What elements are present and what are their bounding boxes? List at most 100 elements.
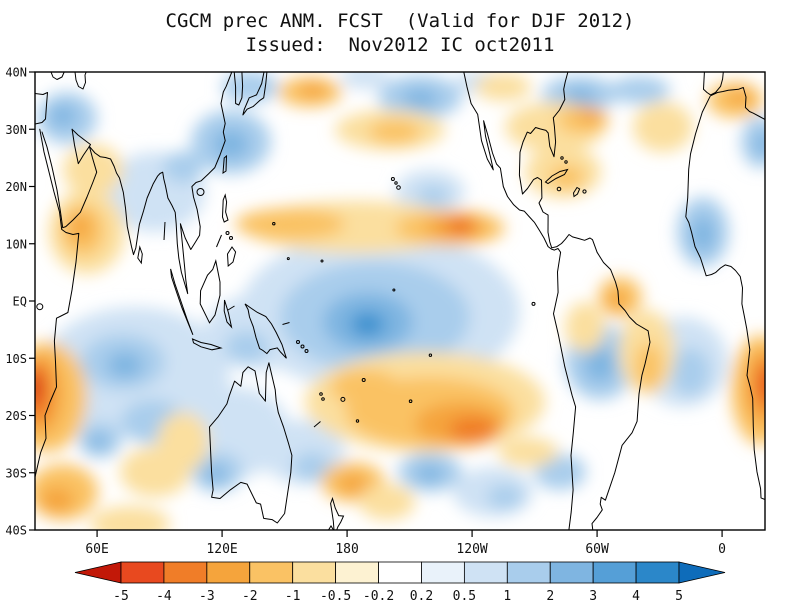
colorbar-segment	[206, 561, 251, 584]
colorbar-level-label: -0.2	[363, 589, 394, 600]
anomaly-blob	[369, 120, 421, 144]
colorbar-level-label: 5	[675, 589, 683, 600]
visayas-island	[225, 231, 230, 235]
solomon-island	[296, 340, 300, 344]
colorbar-level-label: 2	[546, 589, 554, 600]
colorbar-level-label: 3	[589, 589, 597, 600]
chuuk-island	[286, 257, 290, 261]
lon-tick-label: 0	[718, 542, 726, 557]
marshall-island	[320, 259, 324, 263]
hawaii-island	[390, 177, 395, 181]
colorbar-level-label: -4	[156, 589, 172, 600]
coastline-levant	[35, 92, 48, 125]
galapagos-island	[531, 301, 536, 306]
lat-tick-label: 20N	[5, 180, 27, 194]
borneo-island	[199, 259, 221, 324]
black-sea-shore	[50, 72, 65, 80]
sumatra-island	[170, 268, 194, 335]
colorbar-segment	[292, 561, 337, 584]
tonga-island	[355, 419, 360, 423]
caspian-sea-shore	[74, 72, 87, 90]
lat-tick-label: 10S	[5, 352, 27, 366]
new-britain-island	[282, 322, 290, 325]
kiribati-island	[392, 288, 396, 292]
hawaii-island	[396, 185, 401, 190]
colorbar-level-label: -1	[285, 589, 301, 600]
lat-tick-label: 40S	[5, 524, 27, 538]
colorbar-segment	[592, 561, 637, 584]
map-plot-area: 40N 30N 20N 10N EQ 10S 20S 30S 40S 60E 120E 180 120W…	[5, 66, 766, 558]
colorbar-level-label: -2	[242, 589, 258, 600]
visayas-island	[229, 236, 233, 240]
hainan-island	[196, 188, 205, 196]
lat-tick-label: 40N	[5, 66, 27, 80]
anomaly-blob	[610, 76, 670, 104]
colorbar-arrow-right	[678, 561, 726, 584]
anomaly-blob	[163, 151, 203, 183]
chart-title: CGCM prec ANM. FCST (Valid for DJF 2012)	[166, 10, 635, 32]
colorbar-segment	[463, 561, 508, 584]
anomaly-blob	[550, 165, 584, 189]
anomaly-field-layer	[35, 72, 765, 530]
anomaly-blob	[475, 73, 531, 101]
samoa-island	[361, 378, 366, 382]
anomaly-blob	[416, 465, 444, 483]
lat-tick-label: EQ	[13, 295, 27, 309]
chart-subtitle: Issued: Nov2012 IC oct2011	[246, 34, 555, 56]
anomaly-blob	[449, 417, 497, 443]
java-island	[191, 338, 223, 351]
coastline-north-africa-med	[710, 87, 765, 120]
colorbar-segment	[249, 561, 294, 584]
anomaly-blob	[633, 102, 693, 152]
guam-island	[272, 222, 276, 226]
anomaly-blob	[120, 447, 190, 497]
anomaly-blob	[90, 506, 170, 530]
cuba-island	[544, 168, 569, 185]
tahiti-island	[408, 399, 413, 404]
anomaly-blob	[225, 331, 269, 363]
axes-layer: 40N 30N 20N 10N EQ 10S 20S 30S 40S 60E 120E 180 120W…	[5, 66, 726, 558]
anomaly-blob	[564, 87, 596, 105]
colorbar-segment	[421, 561, 465, 584]
coastlines-layer	[35, 72, 765, 530]
colorbar-level-label: 4	[632, 589, 640, 600]
colorbar-level-label: 0.2	[410, 589, 433, 600]
anomaly-blob	[728, 89, 752, 105]
new-caledonia-island	[313, 421, 321, 428]
new-zealand-north-island	[330, 496, 345, 530]
colorbar-segment	[120, 561, 165, 584]
lat-tick-label: 10N	[5, 237, 27, 251]
anomaly-blob	[565, 302, 605, 352]
anomaly-blob	[204, 465, 226, 483]
lon-tick-label: 60E	[85, 542, 108, 557]
colorbar-segment	[378, 561, 422, 584]
anomaly-blob	[417, 186, 449, 206]
new-guinea-island	[244, 303, 287, 359]
anomaly-blob	[754, 359, 765, 411]
coastline-asia	[88, 72, 233, 295]
marquesas-island	[428, 353, 433, 357]
jamaica-island	[556, 186, 562, 192]
fiji-island	[340, 396, 346, 402]
colorbar-segment	[335, 561, 379, 584]
anomaly-blob	[741, 116, 765, 168]
coastline-japan	[242, 72, 268, 116]
colorbar-arrow-left	[74, 561, 122, 584]
coastline-east-africa	[35, 128, 80, 478]
lon-tick-label: 120W	[456, 542, 487, 557]
coastline-americas-west	[463, 72, 577, 530]
lon-tick-label: 120E	[206, 542, 237, 557]
anomaly-blob	[63, 144, 123, 196]
colorbar: -5 -4 -3 -2 -1 -0.5 -0.2 0.2 0.5 1 2 3 4 5	[74, 561, 726, 600]
anomaly-blob	[50, 105, 76, 127]
anomaly-blob	[579, 109, 603, 123]
bahamas-island	[564, 160, 568, 164]
hawaii-island	[394, 181, 398, 185]
anomaly-blob	[299, 82, 327, 98]
anomaly-blob	[235, 208, 345, 240]
sri-lanka-island	[137, 245, 143, 265]
solomon-island	[304, 349, 309, 353]
anomaly-blob	[70, 214, 90, 240]
anomaly-blob	[761, 369, 765, 399]
